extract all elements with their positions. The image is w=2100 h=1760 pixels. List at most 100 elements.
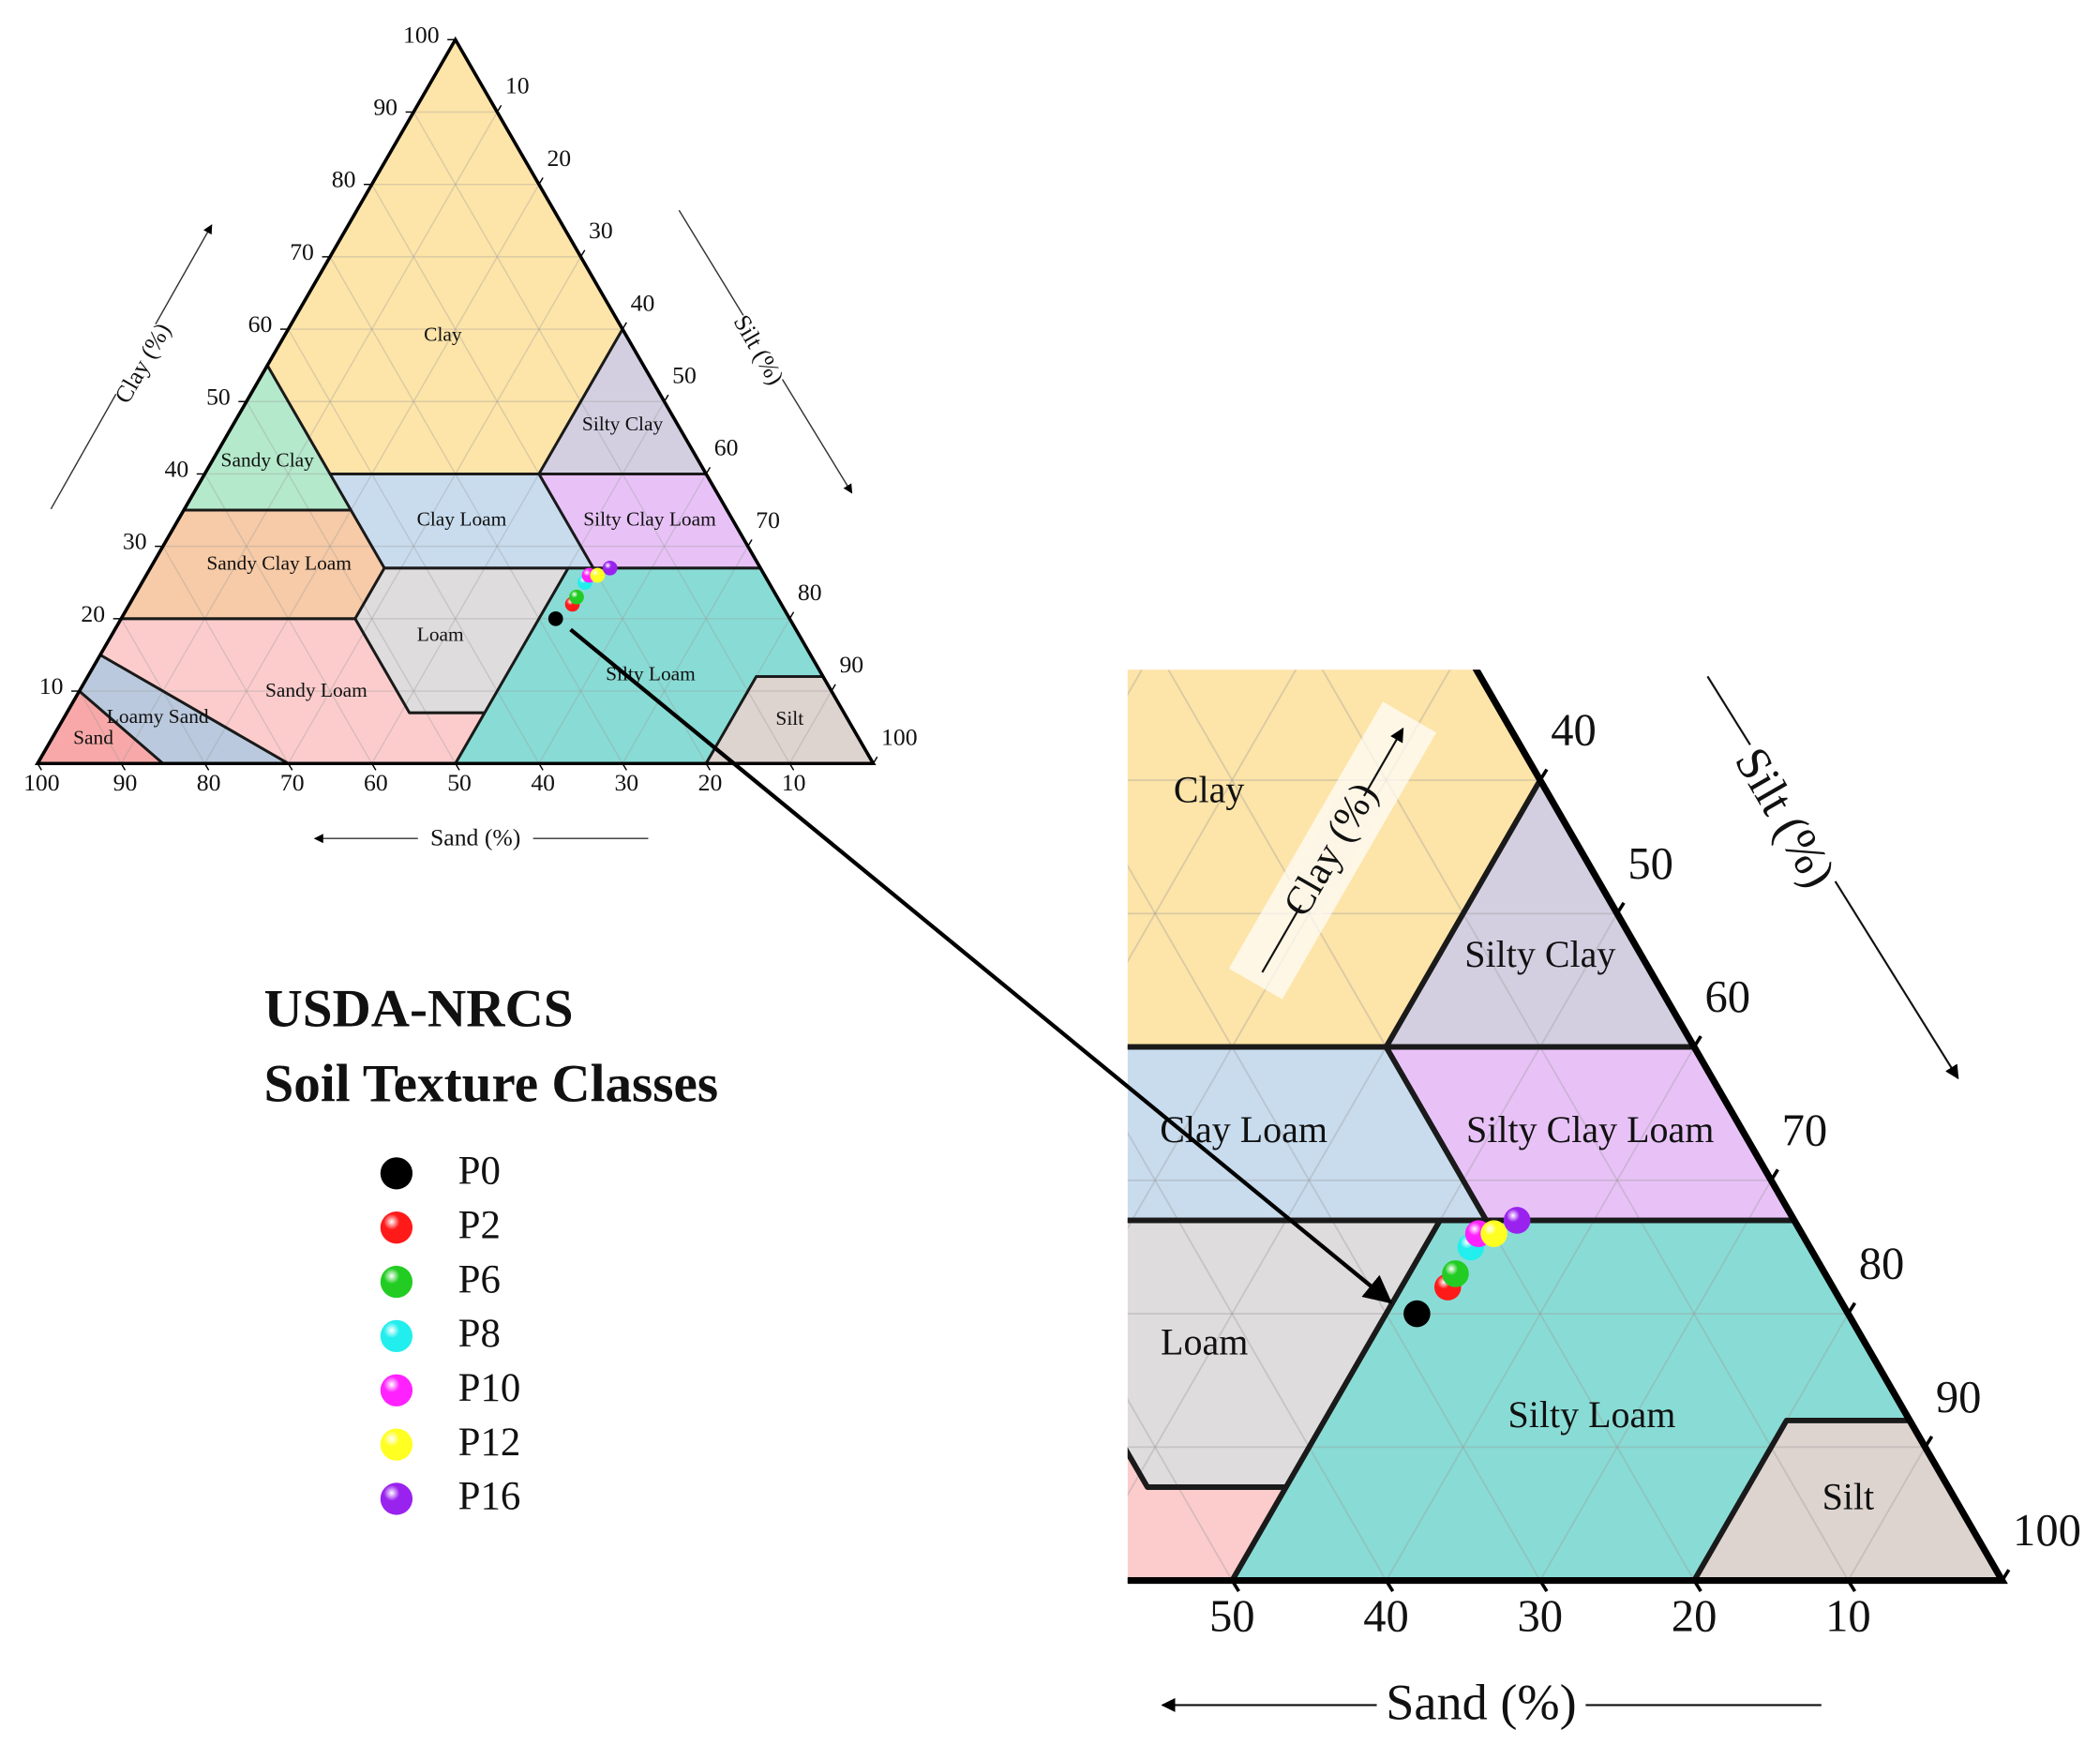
silt-tick-label: 100 — [2013, 1505, 2081, 1556]
region-label: Loamy Sand — [588, 1472, 778, 1514]
tick-mark — [1385, 1579, 1395, 1592]
tick-mark — [1923, 1435, 1934, 1449]
sand-tick-label: 90 — [113, 769, 138, 796]
sand-tick-label: 20 — [1672, 1591, 1718, 1642]
silt-tick-label: 50 — [1628, 838, 1673, 889]
texture-region — [1386, 779, 1695, 1047]
silt-tick-label: 70 — [756, 506, 780, 534]
tick-mark — [203, 762, 210, 771]
sand-tick-label: 30 — [1518, 1591, 1564, 1642]
texture-region — [79, 654, 289, 764]
tick-mark — [622, 762, 627, 771]
region-label: Silty Loam — [606, 662, 696, 684]
region-label: Silty Clay Loam — [583, 508, 716, 531]
region-label: Silt — [775, 707, 803, 730]
legend-label: P6 — [458, 1257, 501, 1301]
sand-axis-label: Sand (%) — [430, 824, 520, 851]
texture-region — [1232, 1220, 1911, 1581]
data-point — [569, 589, 584, 605]
texture-region — [539, 1380, 924, 1580]
zoom-link-arrow — [569, 627, 1393, 1304]
grid-line — [1847, 1446, 1927, 1582]
sand-tick-label: 100 — [23, 769, 60, 796]
clay-tick-label: 10 — [39, 672, 64, 699]
tick-mark — [1692, 1035, 1702, 1048]
legend-label: P2 — [458, 1203, 501, 1247]
grid-line — [1127, 864, 1541, 1582]
texture-region — [1127, 1452, 1286, 1581]
grid-line — [412, 112, 790, 764]
label-backdrop — [104, 318, 185, 411]
sand-tick-label: 50 — [447, 769, 472, 796]
sand-tick-label: 20 — [698, 769, 723, 796]
legend-title: Soil Texture Classes — [263, 1054, 718, 1113]
ternary-overview: Clay Silty Clay Sandy Clay Clay Loam Silty C… — [23, 21, 917, 796]
region-label: Sandy Loam — [265, 679, 368, 701]
sand-tick-label: 70 — [280, 769, 305, 796]
tick-mark — [538, 177, 544, 186]
tick-mark — [788, 611, 795, 620]
tick-mark — [371, 762, 377, 771]
region-label: Silty Clay Loam — [1466, 1108, 1714, 1151]
tick-mark — [1846, 1579, 1857, 1592]
texture-region — [1694, 1420, 2002, 1581]
data-point — [602, 560, 618, 576]
grid-line — [1385, 1046, 1695, 1582]
sand-tick-label: 10 — [1825, 1591, 1871, 1642]
silt-tick-label: 90 — [839, 651, 863, 678]
tick-mark — [1538, 768, 1549, 781]
legend-marker — [380, 1374, 413, 1406]
grid-line — [1539, 1180, 1773, 1582]
label-backdrop — [1281, 784, 1385, 917]
clay-tick-label: 90 — [373, 94, 398, 121]
tick-mark — [705, 466, 712, 474]
region-border — [1127, 1447, 1289, 1584]
legend-marker — [380, 1157, 413, 1190]
texture-region — [538, 329, 707, 474]
texture-region — [1386, 1046, 1794, 1221]
texture-region — [184, 365, 352, 511]
legend-label: P12 — [458, 1421, 521, 1465]
silt-tick-label: 40 — [1551, 705, 1597, 756]
region-label: Sandy Clay Loam — [772, 1190, 1042, 1232]
legend-label: P16 — [458, 1475, 521, 1519]
legend-marker — [380, 1482, 413, 1515]
texture-region — [706, 676, 874, 764]
legend-marker — [380, 1265, 413, 1299]
texture-region — [354, 567, 569, 714]
data-point — [1442, 1260, 1469, 1287]
data-point — [1480, 1220, 1508, 1247]
ternary-zoom: Clay Silty Clay Sandy Clay Clay Loam Silty C… — [539, 669, 2008, 1585]
region-label: Sand — [73, 726, 113, 748]
region-label: Silty Clay — [1464, 933, 1615, 975]
data-point — [1403, 1300, 1431, 1328]
clay-tick-label: 70 — [290, 238, 314, 265]
tick-mark — [872, 756, 878, 764]
clay-tick-label: 40 — [165, 455, 189, 482]
legend-label: P0 — [458, 1150, 501, 1194]
tick-mark — [1769, 1168, 1779, 1181]
legend-title: USDA-NRCS — [263, 979, 573, 1038]
region-label: Silty Clay — [582, 413, 664, 435]
silt-tick-label: 60 — [714, 434, 739, 461]
grid-line — [1127, 1397, 1234, 1582]
region-border — [616, 1114, 1101, 1314]
sand-tick-label: 40 — [1363, 1591, 1409, 1642]
silt-tick-label: 40 — [631, 289, 655, 316]
region-label: Clay — [424, 323, 462, 346]
label-backdrop — [1715, 735, 1848, 905]
texture-region — [538, 474, 761, 568]
grid-line — [162, 546, 290, 764]
silt-tick-label: 50 — [672, 361, 697, 388]
texture-region — [1127, 669, 1540, 1047]
data-point — [1503, 1207, 1531, 1234]
region-label: Silty Loam — [1508, 1393, 1676, 1436]
grid-line — [1321, 669, 1850, 1582]
grid-line — [788, 690, 832, 764]
silt-tick-label: 80 — [798, 579, 822, 606]
texture-region — [455, 567, 823, 764]
clay-tick-label: 60 — [248, 310, 273, 338]
clay-tick-label: 20 — [81, 600, 105, 627]
tick-mark — [663, 394, 669, 402]
